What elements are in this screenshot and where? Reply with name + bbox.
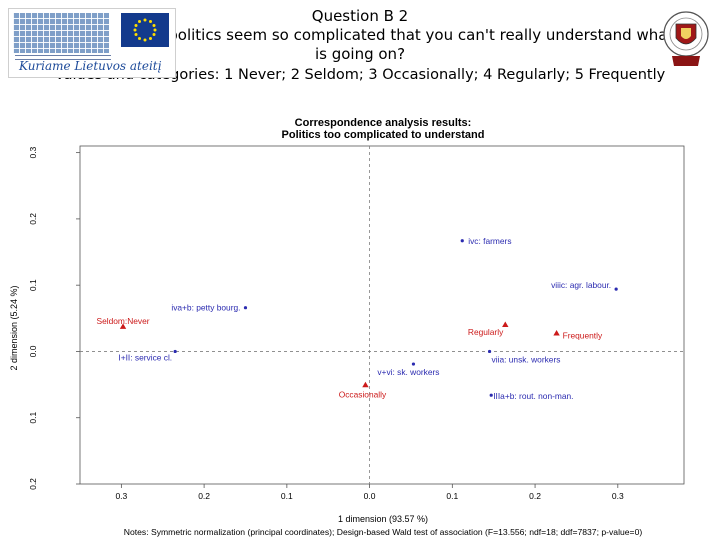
y-tick-label: 0.2 <box>28 478 38 490</box>
column-point-marker <box>119 323 127 329</box>
point-label: Seldom:Never <box>96 316 149 326</box>
point-label: v+vi: sk. workers <box>377 367 439 377</box>
y-tick-label: 0.2 <box>28 213 38 225</box>
x-tick-label: 0.0 <box>364 491 376 501</box>
eu-flag-icon <box>121 13 169 47</box>
logo-slogan: Kuriame Lietuvos ateitį <box>19 59 162 73</box>
row-point-marker <box>411 362 416 366</box>
x-tick-label: 0.2 <box>198 491 210 501</box>
chart-note: Notes: Symmetric normalization (principa… <box>124 527 643 537</box>
y-tick-label: 0.3 <box>28 146 38 158</box>
eu-structural-funds-logo: Kuriame Lietuvos ateitį <box>8 8 176 78</box>
x-axis-ticks: 0.3 0.2 0.1 0.0 0.1 0.2 0.3 <box>115 484 624 501</box>
x-tick-label: 0.1 <box>446 491 458 501</box>
point-label: Occasionally <box>339 389 387 399</box>
data-points: ivc: farmers viiic: agr. labour. iva+b: pe… <box>96 236 618 401</box>
point-label: Regularly <box>468 327 504 337</box>
x-tick-label: 0.3 <box>612 491 624 501</box>
point-label: I+II: service cl. <box>118 352 172 362</box>
values-categories-line: Values and categories: 1 Never; 2 Seldom… <box>54 67 666 83</box>
row-point-marker <box>614 287 618 291</box>
point-label: viia: unsk. workers <box>492 354 561 364</box>
column-point-marker <box>553 330 560 336</box>
point-label: Frequently <box>563 331 603 341</box>
slide-header: Question B 2 How often does politics see… <box>0 6 720 86</box>
row-point-marker <box>489 393 493 397</box>
point-label: viiic: agr. labour. <box>551 280 611 290</box>
x-tick-label: 0.2 <box>529 491 541 501</box>
chart-subtitle: Politics too complicated to understand <box>282 129 485 141</box>
question-number: Question B 2 <box>311 7 409 25</box>
correspondence-analysis-chart: Correspondence analysis results: Politic… <box>9 117 685 537</box>
row-point-marker <box>243 306 248 310</box>
university-crest-icon <box>662 10 710 70</box>
y-axis-label: 2 dimension (5.24 %) <box>9 285 19 370</box>
logo-caption-lines <box>15 55 111 60</box>
tiles-pattern-icon <box>13 13 109 53</box>
x-axis-label: 1 dimension (93.57 %) <box>338 514 428 524</box>
plot-frame <box>79 145 685 485</box>
y-tick-label: 0.0 <box>28 345 38 357</box>
y-axis-ticks: 0.2 0.1 0.0 0.1 0.2 0.3 <box>28 146 80 490</box>
row-point-marker <box>173 349 177 354</box>
row-point-marker <box>460 239 464 243</box>
column-point-marker <box>502 321 509 327</box>
y-tick-label: 0.1 <box>28 412 38 424</box>
column-point-marker <box>362 381 369 388</box>
point-label: IIIa+b: rout. non-man. <box>493 391 573 401</box>
question-text: How often does politics seem so complica… <box>46 26 674 63</box>
point-label: iva+b: petty bourg. <box>171 303 240 313</box>
row-point-marker <box>487 349 492 354</box>
point-label: ivc: farmers <box>468 236 511 246</box>
y-tick-label: 0.1 <box>28 279 38 291</box>
x-tick-label: 0.1 <box>281 491 293 501</box>
x-tick-label: 0.3 <box>115 491 127 501</box>
chart-title: Correspondence analysis results: <box>295 117 472 129</box>
